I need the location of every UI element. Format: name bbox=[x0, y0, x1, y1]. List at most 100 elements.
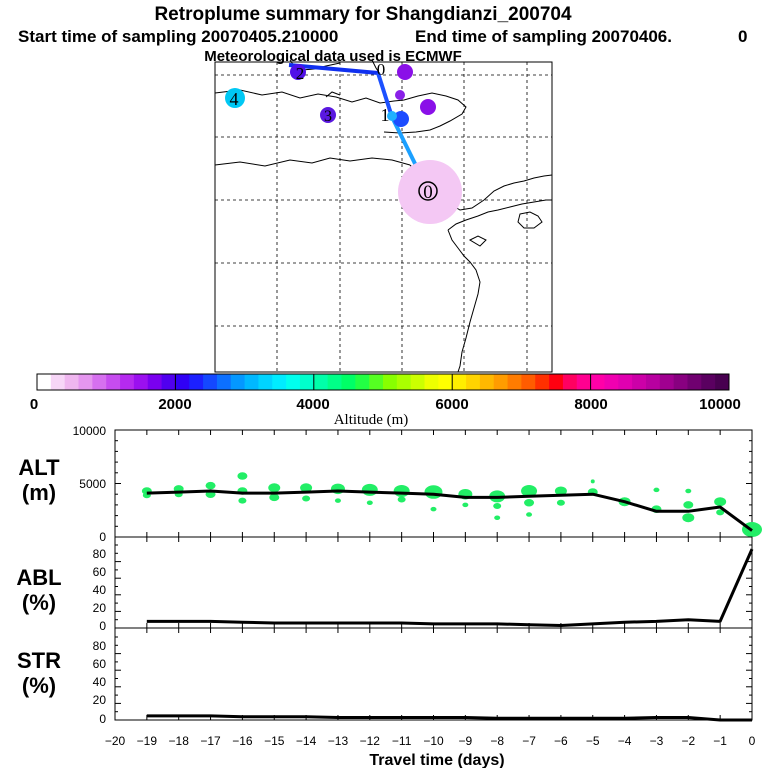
colorbar-swatch bbox=[410, 374, 425, 390]
abl-tick: 40 bbox=[93, 583, 107, 597]
x-tick-label: −3 bbox=[650, 734, 664, 748]
colorbar-swatch bbox=[244, 374, 259, 390]
colorbar-swatch bbox=[466, 374, 481, 390]
map-gridlines bbox=[215, 62, 552, 372]
abl-panel: ABL (%) 80 60 40 20 0 bbox=[16, 536, 754, 633]
x-tick-label: −19 bbox=[137, 734, 158, 748]
x-tick-label: −13 bbox=[328, 734, 349, 748]
cluster-altitude-point bbox=[361, 483, 378, 496]
abl-tick: 80 bbox=[93, 547, 107, 561]
cluster-point bbox=[320, 107, 336, 123]
alt-panel-label: ALT bbox=[18, 455, 60, 480]
day-marker-3: 3 bbox=[324, 108, 332, 125]
cluster-altitude-point bbox=[393, 484, 410, 497]
colorbar-swatch bbox=[576, 374, 591, 390]
cluster-altitude-point bbox=[494, 515, 501, 520]
x-tick-label: −10 bbox=[423, 734, 444, 748]
start-time-label: Start time of sampling 20070405.210000 bbox=[18, 27, 338, 46]
cluster-altitude-point bbox=[526, 512, 533, 517]
cluster-altitude-point bbox=[524, 499, 535, 507]
day-marker-0: 0 bbox=[377, 60, 386, 79]
str-tick: 20 bbox=[93, 693, 107, 707]
cluster-altitude-point bbox=[424, 485, 443, 499]
cluster-altitude-point bbox=[521, 484, 538, 497]
x-tick-label: −1 bbox=[713, 734, 727, 748]
colorbar-tick: 0 bbox=[30, 396, 38, 413]
str-tick: 60 bbox=[93, 657, 107, 671]
str-plot bbox=[114, 628, 753, 722]
map-frame bbox=[214, 61, 553, 373]
str-panel-label: STR bbox=[17, 648, 61, 673]
cluster-altitude-point bbox=[269, 493, 280, 502]
source-plume bbox=[398, 160, 462, 224]
cluster-point bbox=[393, 111, 409, 127]
colorbar-swatch bbox=[701, 374, 716, 390]
cluster-altitude-point bbox=[366, 500, 373, 506]
colorbar-swatch bbox=[549, 374, 564, 390]
colorbar-swatch bbox=[133, 374, 149, 390]
colorbar-swatch bbox=[189, 374, 204, 390]
cluster-point bbox=[290, 64, 306, 80]
x-tick-label: −2 bbox=[681, 734, 695, 748]
abl-tick: 60 bbox=[93, 565, 107, 579]
colorbar-tick: 10000 bbox=[699, 396, 741, 413]
cluster-altitude-point bbox=[397, 496, 406, 503]
abl-series-line bbox=[146, 548, 754, 627]
x-tick-label: −16 bbox=[232, 734, 253, 748]
colorbar-swatch bbox=[78, 374, 93, 390]
x-tick-label: −12 bbox=[360, 734, 381, 748]
alt-tick: 0 bbox=[99, 530, 106, 544]
cluster-altitude-point bbox=[683, 501, 694, 509]
str-panel-unit: (%) bbox=[22, 673, 56, 698]
colorbar-swatch bbox=[521, 374, 536, 390]
day-marker-2: 2 bbox=[296, 64, 305, 83]
colorbar-swatch bbox=[50, 374, 66, 390]
cluster-altitude-point bbox=[685, 488, 692, 494]
cluster-point bbox=[420, 99, 436, 115]
alt-panel-unit: (m) bbox=[22, 480, 56, 505]
day-marker-1: 1 bbox=[381, 105, 390, 125]
alt-tick: 10000 bbox=[73, 424, 107, 438]
trajectory-segment bbox=[376, 72, 394, 118]
abl-panel-unit: (%) bbox=[22, 590, 56, 615]
colorbar-tick: 6000 bbox=[435, 396, 468, 413]
colorbar-tick: 8000 bbox=[574, 396, 607, 413]
cluster-altitude-point bbox=[205, 481, 216, 490]
cluster-altitude-point bbox=[556, 499, 565, 506]
colorbar-swatch bbox=[673, 374, 688, 390]
x-tick-label: −6 bbox=[554, 734, 568, 748]
cluster-point bbox=[395, 90, 405, 100]
x-tick-label: −20 bbox=[105, 734, 126, 748]
colorbar-swatch bbox=[147, 374, 162, 390]
colorbar-swatch bbox=[562, 374, 578, 390]
colorbar-swatch bbox=[216, 374, 232, 390]
colorbar-swatch bbox=[341, 374, 356, 390]
colorbar-swatch bbox=[175, 374, 190, 390]
cluster-altitude-point bbox=[554, 486, 567, 496]
colorbar-title: Altitude (m) bbox=[334, 412, 409, 428]
colorbar-swatch bbox=[659, 374, 675, 390]
colorbar-swatch bbox=[313, 374, 329, 390]
colorbar-swatch bbox=[230, 374, 245, 390]
cluster-altitude-point bbox=[300, 483, 313, 493]
cluster-altitude-point bbox=[590, 479, 595, 484]
colorbar-swatch bbox=[632, 374, 647, 390]
alt-plot bbox=[114, 429, 762, 538]
source-marker-label: 0 bbox=[423, 182, 433, 203]
map-panel: 0 4 3 2 1 0 bbox=[214, 59, 553, 373]
abl-plot bbox=[114, 537, 754, 629]
colorbar-tick: 4000 bbox=[296, 396, 329, 413]
cluster-altitude-point bbox=[238, 497, 247, 504]
x-tick-label: −4 bbox=[618, 734, 632, 748]
cluster-altitude-point bbox=[430, 506, 437, 512]
cluster-altitude-point bbox=[462, 502, 469, 508]
colorbar-swatch bbox=[424, 374, 439, 390]
day-marker-4: 4 bbox=[230, 89, 239, 109]
day-markers: 4 3 2 1 0 bbox=[230, 60, 390, 125]
colorbar-swatch bbox=[535, 374, 550, 390]
cluster-points bbox=[225, 64, 436, 127]
x-tick-label: −8 bbox=[490, 734, 504, 748]
colorbar-swatch bbox=[715, 374, 730, 390]
colorbar-swatch bbox=[687, 374, 702, 390]
x-tick-label: −9 bbox=[459, 734, 473, 748]
